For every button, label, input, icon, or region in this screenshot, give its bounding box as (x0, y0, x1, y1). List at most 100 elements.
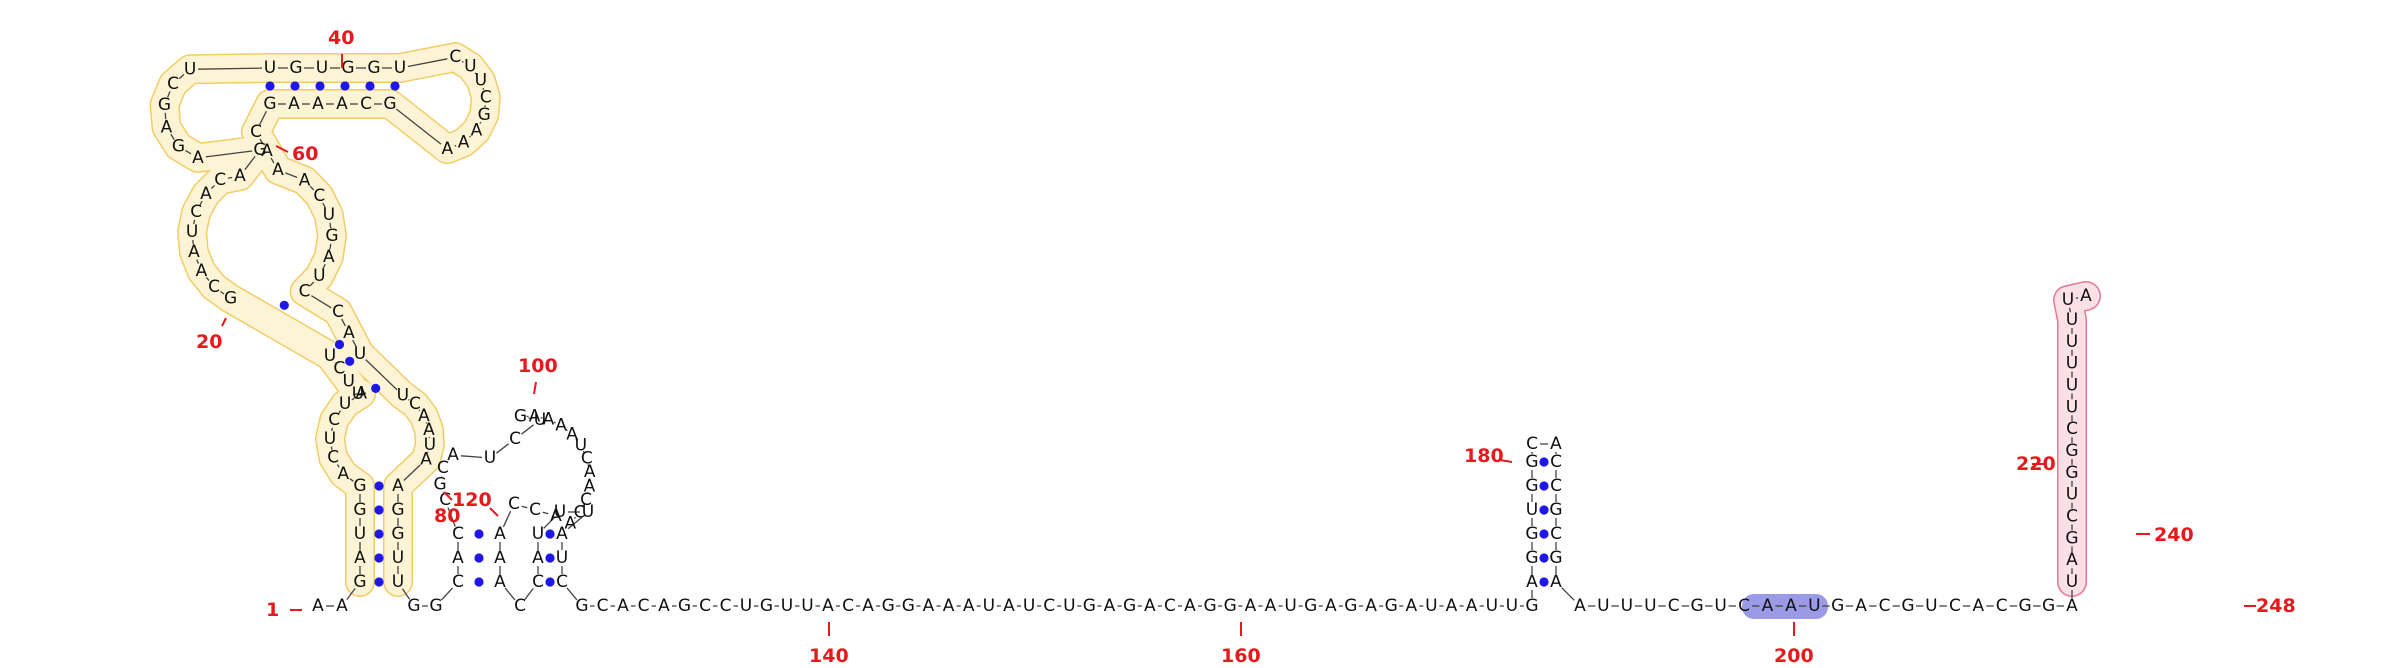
nucleotide: A (420, 449, 432, 469)
nucleotide: U (556, 548, 568, 568)
nucleotide: G (224, 289, 237, 309)
nucleotide: C (514, 596, 526, 616)
nucleotide: C (452, 572, 464, 592)
nucleotide: A (272, 160, 284, 180)
base-pair-dot (374, 553, 383, 562)
nucleotide: A (312, 94, 324, 114)
nucleotide: U (186, 222, 198, 242)
nucleotide: U (2066, 332, 2078, 352)
nucleotide: G (1525, 524, 1538, 544)
nucleotide: U (2066, 572, 2078, 592)
nucleotide: U (1925, 596, 1937, 616)
nucleotide: A (1526, 572, 1538, 592)
nucleotide: A (1365, 596, 1377, 616)
nucleotide: C (313, 186, 325, 206)
nucleotide: A (1550, 434, 1562, 454)
nucleotide: A (1972, 596, 1984, 616)
nucleotide: G (325, 226, 338, 246)
nucleotide: G (2042, 596, 2055, 616)
nucleotide: U (1808, 596, 1820, 616)
nucleotide: U (339, 394, 351, 414)
nucleotide: U (392, 572, 404, 592)
nucleotide: G (353, 572, 366, 592)
nucleotide: G (1831, 596, 1844, 616)
nucleotide: G (172, 136, 185, 156)
base-pair-dot (374, 505, 383, 514)
nucleotide: U (2066, 354, 2078, 374)
nucleotide: U (264, 58, 276, 78)
nucleotide: U (1023, 596, 1035, 616)
base-pair-dot (545, 529, 554, 538)
nucleotide: G (158, 95, 171, 115)
nucleotide: G (367, 58, 380, 78)
nucleotide: U (2066, 376, 2078, 396)
nucleotide: A (337, 464, 349, 484)
nucleotide: U (313, 266, 325, 286)
nucleotide: A (543, 410, 555, 430)
nucleotide: U (354, 344, 366, 364)
backbone-segment (522, 506, 528, 508)
nucleotide: C (190, 202, 202, 222)
nucleotide: C (250, 122, 262, 142)
base-pair-dot (474, 577, 483, 586)
nucleotide: G (391, 524, 404, 544)
nucleotide: C (299, 282, 311, 302)
nucleotide: A (1144, 596, 1156, 616)
nucleotide: A (529, 406, 541, 426)
nucleotide: A (392, 476, 404, 496)
backbone-segment (455, 146, 457, 147)
nucleotide: A (343, 323, 355, 343)
nucleotide: A (822, 596, 834, 616)
nucleotide: A (862, 596, 874, 616)
nucleotide: A (312, 596, 324, 616)
nucleotide: G (1385, 596, 1398, 616)
nucleotide: G (882, 596, 895, 616)
base-pair-dot (1539, 577, 1548, 586)
base-pair-dot (265, 81, 274, 90)
base-pair-dot (1539, 553, 1548, 562)
nucleotide: U (316, 58, 328, 78)
base-pair-dot (474, 529, 483, 538)
nucleotide: C (1043, 596, 1055, 616)
nucleotide: A (1550, 572, 1562, 592)
base-pair-dot (374, 577, 383, 586)
nucleotide: G (341, 58, 354, 78)
nucleotide: U (1526, 500, 1538, 520)
nucleotide: U (1621, 596, 1633, 616)
base-pair-dot (545, 553, 554, 562)
nucleotide: A (556, 524, 568, 544)
nucleotide: G (1224, 596, 1237, 616)
nucleotide: C (1996, 596, 2008, 616)
nucleotide: C (214, 170, 226, 190)
nucleotide: G (1525, 452, 1538, 472)
nucleotide: C (638, 596, 650, 616)
nucleotide: A (1325, 596, 1337, 616)
base-pair-dot (1539, 529, 1548, 538)
nucleotide: A (943, 596, 955, 616)
backbone-segment (461, 456, 482, 458)
nucleotide: A (2066, 596, 2078, 616)
nucleotide: C (1668, 596, 1680, 616)
nucleotide: A (1855, 596, 1867, 616)
position-label-100: 100 (518, 355, 558, 377)
nucleotide: G (760, 596, 773, 616)
nucleotide: A (471, 121, 483, 141)
backbone-segment (496, 444, 508, 453)
nucleotide: G (1691, 596, 1704, 616)
nucleotide: U (323, 205, 335, 225)
base-pair-dot (280, 301, 289, 310)
nucleotide: G (575, 596, 588, 616)
position-labels: 1 20 40 60 80 100 120 140 160 180 200 22… (196, 27, 2296, 663)
nucleotide: A (2066, 550, 2078, 570)
nucleotide: U (983, 596, 995, 616)
base-pair-dot (365, 81, 374, 90)
base-pair-dot (1539, 505, 1548, 514)
position-label-240: 240 (2154, 524, 2194, 546)
base-pair-dot (474, 553, 483, 562)
base-pair-dot (1539, 481, 1548, 490)
nucleotide: C (1738, 596, 1750, 616)
nucleotide: U (2066, 310, 2078, 330)
nucleotide: C (167, 74, 179, 94)
